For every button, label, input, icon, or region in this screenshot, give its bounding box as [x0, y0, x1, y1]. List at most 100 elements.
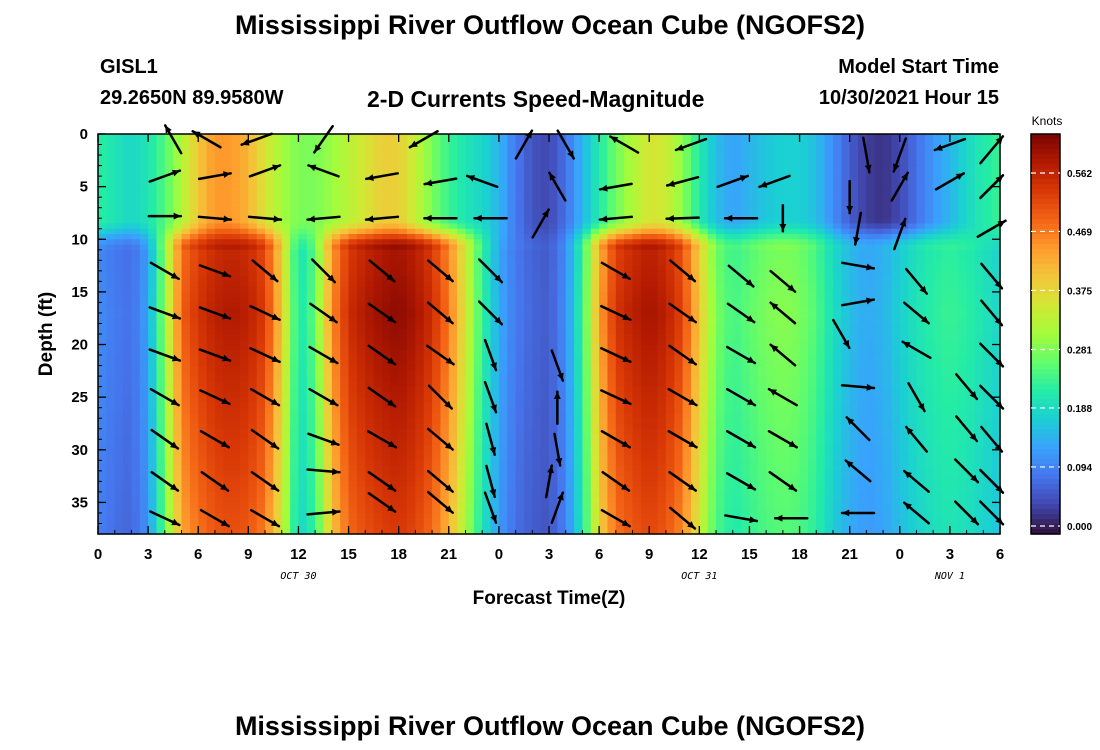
- heat-cell: [557, 291, 567, 298]
- heat-cell: [273, 186, 283, 193]
- heat-cell: [298, 218, 308, 225]
- heat-cell: [983, 307, 993, 314]
- heat-cell: [465, 307, 475, 314]
- heat-cell: [707, 276, 717, 282]
- heat-cell: [741, 239, 751, 246]
- heat-cell: [866, 355, 876, 361]
- heat-cell: [214, 228, 224, 235]
- heat-cell: [223, 212, 233, 219]
- heat-cell: [432, 255, 442, 261]
- heat-cell: [248, 355, 258, 361]
- heat-cell: [933, 270, 943, 277]
- heat-cell: [156, 318, 166, 325]
- heat-cell: [490, 144, 500, 151]
- heat-cell: [457, 344, 467, 351]
- heat-cell: [173, 318, 183, 325]
- heat-cell: [866, 155, 876, 161]
- heat-cell: [331, 265, 341, 272]
- heat-cell: [674, 202, 684, 209]
- heat-cell: [665, 323, 675, 330]
- heat-cell: [640, 323, 650, 330]
- heat-cell: [482, 170, 492, 177]
- heat-cell: [874, 139, 884, 146]
- heat-cell: [966, 165, 976, 172]
- heat-cell: [381, 297, 391, 304]
- heat-cell: [139, 291, 149, 298]
- heat-cell: [841, 334, 851, 340]
- heat-cell: [807, 239, 817, 246]
- heat-cell: [908, 160, 918, 167]
- heat-cell: [398, 349, 408, 356]
- heat-cell: [423, 291, 433, 298]
- heat-cell: [599, 144, 609, 151]
- heat-cell: [532, 318, 542, 325]
- heat-cell: [949, 197, 959, 204]
- heat-cell: [465, 223, 475, 230]
- heat-cell: [916, 207, 926, 214]
- heat-cell: [590, 223, 600, 230]
- heat-cell: [640, 370, 650, 377]
- heat-cell: [273, 160, 283, 167]
- heat-cell: [498, 212, 508, 219]
- heat-cell: [306, 212, 316, 219]
- heat-cell: [131, 212, 141, 219]
- heat-cell: [899, 276, 909, 282]
- heat-cell: [615, 176, 625, 182]
- heat-cell: [707, 334, 717, 340]
- heat-cell: [507, 302, 517, 309]
- heat-cell: [883, 139, 893, 146]
- heat-cell: [732, 249, 742, 256]
- heat-cell: [649, 265, 659, 272]
- heat-cell: [206, 344, 216, 351]
- heat-cell: [941, 134, 951, 140]
- heat-cell: [716, 212, 725, 219]
- heat-cell: [281, 176, 291, 182]
- heat-cell: [515, 228, 525, 235]
- heat-cell: [716, 207, 725, 214]
- heat-cell: [908, 191, 918, 198]
- heat-cell: [624, 260, 634, 267]
- heat-cell: [858, 170, 867, 177]
- heat-cell: [164, 191, 174, 198]
- heat-cell: [114, 234, 124, 240]
- heat-cell: [933, 260, 943, 267]
- heat-cell: [540, 186, 550, 193]
- heat-cell: [757, 312, 767, 319]
- heat-cell: [540, 360, 550, 367]
- heat-cell: [515, 349, 525, 356]
- heat-cell: [974, 265, 984, 272]
- heat-cell: [532, 297, 542, 304]
- heat-cell: [824, 244, 834, 251]
- heat-cell: [415, 186, 425, 193]
- heat-cell: [498, 218, 508, 225]
- heat-cell: [298, 349, 308, 356]
- heat-cell: [306, 223, 316, 230]
- heat-cell: [198, 149, 208, 156]
- heat-cell: [824, 270, 834, 277]
- heat-cell: [390, 134, 400, 140]
- heat-cell: [866, 365, 876, 372]
- heat-cell: [757, 202, 767, 209]
- heat-cell: [323, 365, 333, 372]
- heat-cell: [657, 197, 667, 204]
- heat-cell: [958, 323, 968, 330]
- heat-cell: [858, 312, 867, 319]
- heat-cell: [407, 270, 416, 277]
- heat-cell: [607, 370, 617, 377]
- heat-cell: [231, 249, 241, 256]
- heat-cell: [290, 339, 300, 346]
- heat-cell: [849, 344, 859, 351]
- heat-cell: [123, 202, 133, 209]
- heat-cell: [356, 134, 366, 140]
- heat-cell: [624, 270, 634, 277]
- heat-cell: [974, 170, 984, 177]
- heat-cell: [348, 302, 358, 309]
- heat-cell: [340, 181, 350, 188]
- heat-cell: [507, 355, 517, 361]
- heat-cell: [365, 249, 375, 256]
- heat-cell: [974, 144, 984, 151]
- heat-cell: [306, 160, 316, 167]
- heat-cell: [565, 323, 575, 330]
- heat-cell: [423, 239, 433, 246]
- heat-cell: [824, 312, 834, 319]
